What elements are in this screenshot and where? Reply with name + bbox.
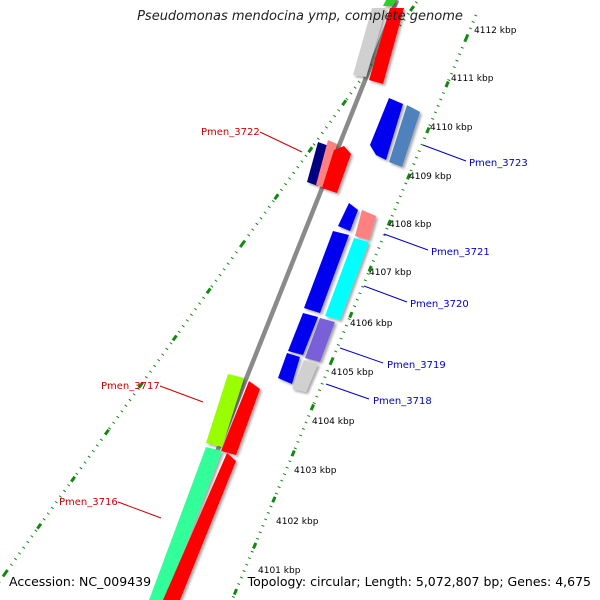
tick-label-4112: 4112 kbp: [474, 26, 517, 36]
gene-label-pmen-3719[interactable]: Pmen_3719: [387, 360, 446, 371]
tick-mark: [444, 80, 450, 88]
gene-pmen-3721-salmon[interactable]: [355, 210, 376, 240]
gene-label-pmen-3717[interactable]: Pmen_3717: [101, 381, 160, 392]
tick-mark: [307, 146, 314, 154]
gene-label-leaders: [117, 131, 467, 519]
tick-mark: [341, 99, 348, 106]
tick-mark: [273, 193, 280, 201]
gene-pmen-3719-purple[interactable]: [305, 318, 335, 362]
gene-pmen-3718-lightgray[interactable]: [292, 360, 318, 392]
tick-mark: [409, 5, 416, 12]
gene-label-pmen-3721[interactable]: Pmen_3721: [431, 247, 490, 258]
gene-lightgray-top[interactable]: [353, 8, 386, 77]
gene-pmen-3722-navy[interactable]: [307, 142, 329, 186]
gene-pmen-3716-springgreen[interactable]: [149, 447, 222, 600]
gene-blue-3721a[interactable]: [338, 203, 358, 231]
tick-mark: [463, 34, 469, 42]
gene-blue-3718a[interactable]: [278, 353, 300, 384]
tick-mark: [205, 287, 212, 295]
tick-mark: [252, 542, 258, 550]
tick-mark: [271, 496, 277, 503]
gene-labels: Pmen_3723 Pmen_3722 Pmen_3721 Pmen_3720 …: [59, 127, 528, 508]
leader-pmen-3723: [422, 144, 467, 162]
tick-label-4111: 4111 kbp: [451, 74, 494, 84]
outer-tick-marks: [2, 5, 416, 577]
tick-label-4108: 4108 kbp: [389, 220, 432, 230]
accession-text: Accession: NC_009439: [9, 574, 152, 589]
tick-mark: [329, 357, 335, 365]
tick-label-4104: 4104 kbp: [312, 417, 355, 427]
tick-mark: [386, 219, 392, 226]
tick-mark: [239, 240, 246, 248]
tick-label-4110: 4110 kbp: [430, 123, 473, 133]
leader-pmen-3719: [339, 347, 384, 364]
ruler-labels: 4112 kbp 4111 kbp 4110 kbp 4109 kbp 4108…: [258, 26, 517, 576]
gene-pmen-3723-blue[interactable]: [370, 98, 403, 160]
tick-label-4109: 4109 kbp: [409, 172, 452, 182]
tick-mark: [103, 428, 110, 436]
leader-pmen-3720: [363, 285, 408, 303]
tick-mark: [425, 127, 431, 134]
gene-blue-3719a[interactable]: [288, 313, 318, 355]
tick-label-4106: 4106 kbp: [350, 319, 393, 329]
tick-label-4103: 4103 kbp: [294, 466, 337, 476]
gene-label-pmen-3716[interactable]: Pmen_3716: [59, 497, 118, 508]
tick-mark: [348, 311, 354, 319]
leader-pmen-3718: [325, 383, 370, 400]
tick-mark: [2, 569, 9, 577]
tick-mark: [171, 334, 178, 342]
gene-pmen-3723-steelblue[interactable]: [389, 105, 420, 167]
tick-track-inner: [230, 14, 478, 600]
tick-label-4107: 4107 kbp: [369, 268, 412, 278]
leader-pmen-3717: [159, 385, 204, 403]
genome-stats-text: Topology: circular; Length: 5,072,807 bp…: [247, 574, 591, 589]
tick-mark: [406, 173, 412, 180]
tick-label-4102: 4102 kbp: [276, 517, 319, 527]
gene-pmen-3720-blue[interactable]: [304, 231, 349, 313]
tick-mark: [367, 265, 373, 273]
leader-pmen-3722: [259, 131, 303, 153]
gene-label-pmen-3722[interactable]: Pmen_3722: [201, 127, 260, 138]
gene-pmen-3716-red[interactable]: [163, 453, 236, 600]
inner-tick-marks: [232, 34, 469, 596]
gene-label-pmen-3720[interactable]: Pmen_3720: [410, 299, 469, 310]
gene-label-pmen-3723[interactable]: Pmen_3723: [469, 158, 528, 169]
gene-pmen-3717-red[interactable]: [221, 381, 260, 455]
gene-pmen-3720-cyan[interactable]: [325, 238, 369, 320]
tick-label-4101: 4101 kbp: [258, 566, 301, 576]
gene-label-pmen-3718[interactable]: Pmen_3718: [373, 396, 432, 407]
gene-red-top[interactable]: [369, 8, 404, 84]
gene-pmen-3722-red[interactable]: [322, 146, 351, 193]
gene-green-top[interactable]: [383, 0, 396, 6]
gene-features: [149, 0, 420, 600]
tick-mark: [309, 403, 315, 411]
tick-mark: [36, 522, 43, 530]
tick-label-4105: 4105 kbp: [331, 368, 374, 378]
tick-mark: [70, 475, 77, 483]
gene-pmen-3722-salmon[interactable]: [316, 140, 337, 188]
gene-pmen-3717-yellowgreen[interactable]: [206, 374, 244, 447]
leader-pmen-3721: [383, 233, 429, 251]
map-title: Pseudomonas mendocina ymp, complete geno…: [137, 9, 463, 24]
tick-mark: [232, 588, 238, 596]
tick-mark: [137, 381, 144, 389]
leader-pmen-3716: [117, 501, 162, 519]
tick-mark: [290, 450, 296, 457]
